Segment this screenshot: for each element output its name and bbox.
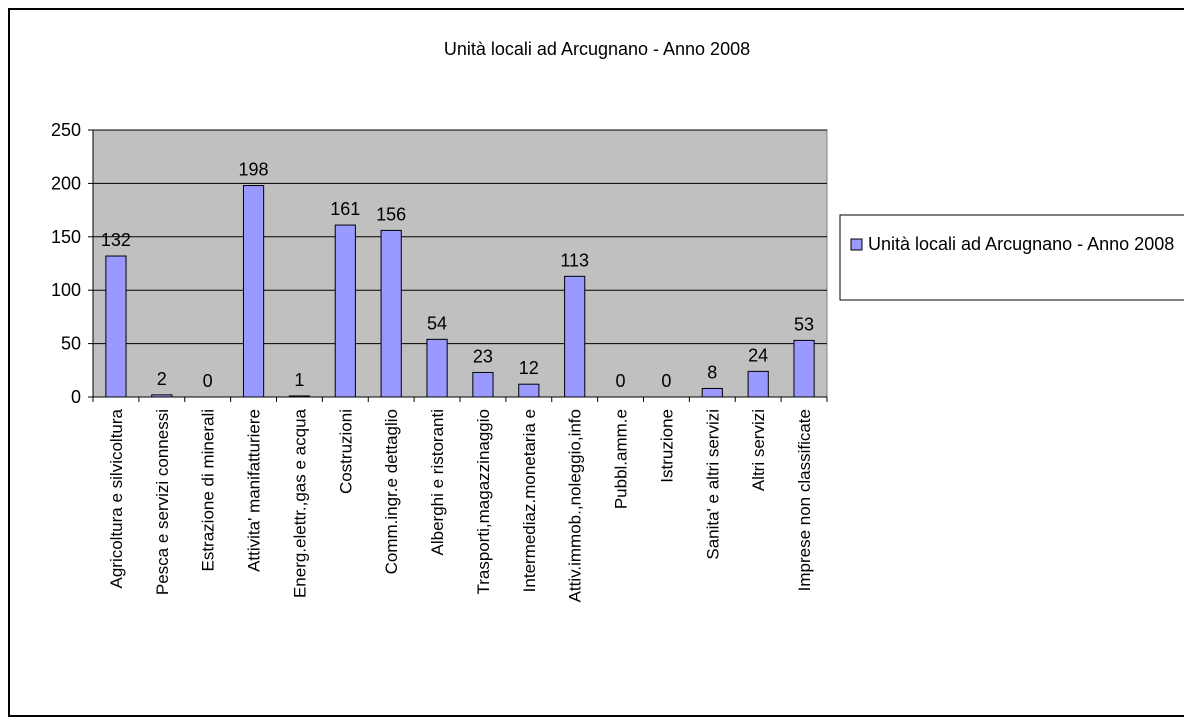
x-tick-label: Imprese non classificate — [795, 409, 814, 591]
bar — [105, 255, 127, 398]
data-label: 156 — [376, 204, 406, 224]
data-label: 24 — [748, 345, 768, 365]
data-label: 2 — [157, 369, 167, 389]
data-label: 161 — [330, 199, 360, 219]
bar — [426, 338, 448, 398]
x-tick-label: Attivita' manifatturiere — [245, 409, 264, 572]
data-label: 23 — [473, 346, 493, 366]
data-label: 53 — [794, 314, 814, 334]
data-label: 54 — [427, 313, 447, 333]
data-label: 113 — [560, 250, 589, 270]
x-tick-label: Trasporti,magazzinaggio — [474, 409, 493, 595]
bar — [701, 387, 723, 398]
bar — [564, 275, 586, 398]
bar — [518, 383, 540, 398]
y-tick-label: 200 — [51, 173, 81, 193]
bar — [288, 395, 311, 398]
bar — [793, 339, 815, 398]
data-label: 12 — [519, 358, 539, 378]
chart-title: Unità locali ad Arcugnano - Anno 2008 — [444, 39, 750, 59]
x-tick-label: Agricoltura e silvicoltura — [107, 408, 126, 588]
data-label: 0 — [203, 371, 213, 391]
bar — [334, 224, 356, 398]
x-tick-label: Pubbl.amm.e — [612, 409, 631, 509]
bar — [380, 229, 402, 398]
x-tick-label: Alberghi e ristoranti — [428, 409, 447, 555]
legend-swatch — [850, 238, 863, 251]
plot-area — [92, 129, 828, 398]
y-tick-label: 100 — [51, 280, 81, 300]
x-tick-label: Attiv.immob.,noleggio,info — [566, 409, 585, 602]
bar — [151, 394, 173, 398]
data-label: 1 — [294, 370, 304, 390]
bar — [242, 185, 265, 398]
y-tick-label: 0 — [71, 387, 81, 407]
y-tick-label: 250 — [51, 120, 81, 140]
bar — [472, 371, 494, 398]
data-label: 0 — [661, 371, 671, 391]
x-tick-label: Energ.elettr.,gas e acqua — [290, 408, 309, 598]
y-tick-label: 50 — [61, 334, 81, 354]
x-tick-label: Costruzioni — [336, 409, 355, 494]
data-label: 0 — [616, 371, 626, 391]
legend-label: Unità locali ad Arcugnano - Anno 2008 — [868, 234, 1175, 254]
x-tick-label: Sanita' e altri servizi — [703, 409, 722, 560]
data-label: 198 — [239, 160, 269, 180]
x-tick-label: Estrazione di minerali — [199, 409, 218, 572]
data-label: 132 — [101, 230, 131, 250]
legend-box — [839, 214, 1184, 301]
bar — [747, 370, 769, 398]
x-tick-label: Pesca e servizi connessi — [153, 409, 172, 595]
x-tick-label: Intermediaz.monetaria e — [520, 409, 539, 592]
data-label: 8 — [707, 362, 717, 382]
x-tick-label: Comm.ingr.e dettaglio — [382, 409, 401, 574]
x-tick-label: Istruzione — [657, 409, 676, 483]
x-tick-label: Altri servizi — [749, 409, 768, 491]
y-tick-label: 150 — [51, 227, 81, 247]
